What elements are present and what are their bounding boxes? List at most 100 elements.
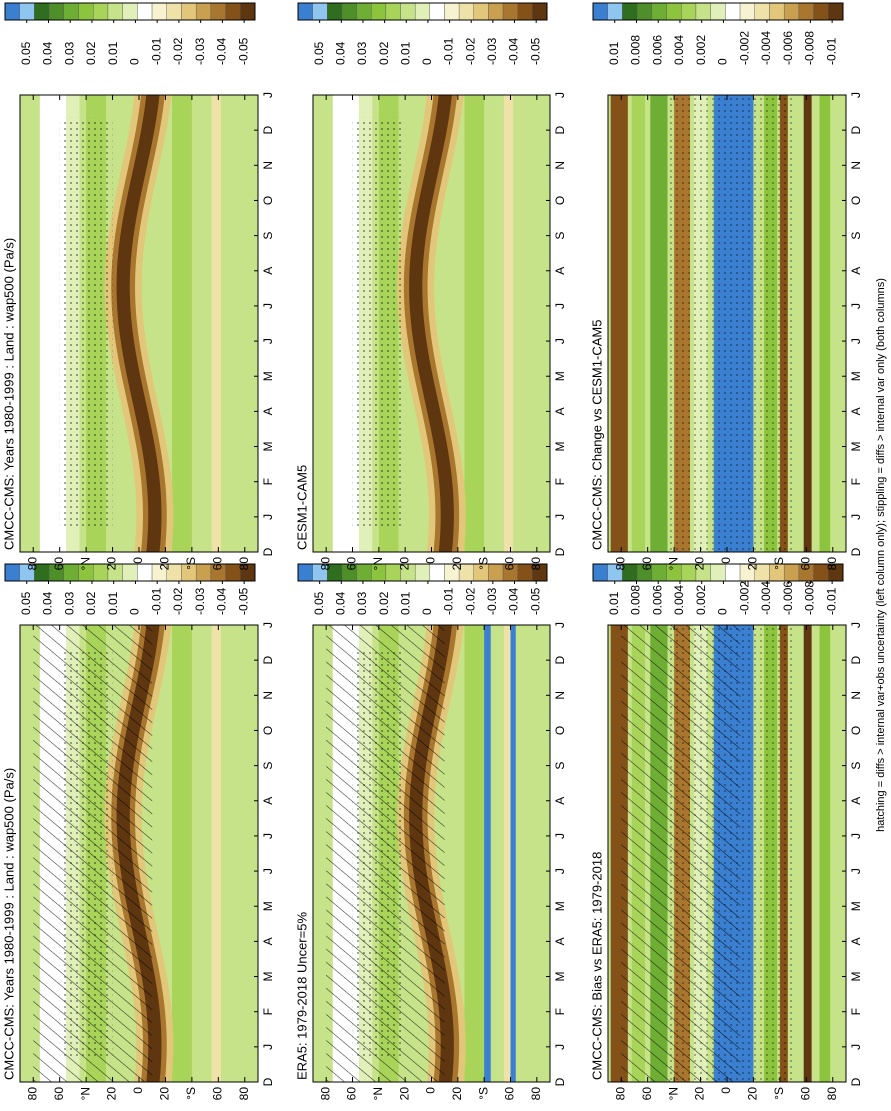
colorbar-label: -0.004	[759, 581, 773, 615]
field-stripe	[211, 95, 221, 552]
colorbar-cell	[122, 563, 138, 582]
hatching	[621, 625, 741, 1082]
colorbar-label: 0.02	[84, 41, 98, 65]
field-stripe	[484, 625, 491, 1082]
x-tick-label: J	[553, 868, 567, 874]
colorbar-cell	[93, 2, 109, 21]
y-tick-label: 0	[719, 1087, 733, 1094]
field	[608, 95, 846, 552]
colorbar-label: 0.03	[355, 591, 369, 615]
x-tick-label: D	[849, 1077, 863, 1086]
x-tick-label: N	[849, 691, 863, 700]
field	[608, 625, 846, 1082]
hatching	[33, 625, 153, 1082]
x-tick-label: J	[261, 92, 275, 98]
colorbar-label: 0.04	[41, 41, 55, 65]
x-tick-label: F	[261, 1008, 275, 1015]
y-tick-label: °N	[371, 557, 385, 570]
x-tick-label: M	[553, 371, 567, 381]
y-tick-label: 60	[799, 1087, 813, 1101]
colorbar-label: 0.04	[333, 41, 347, 65]
colorbar-cell	[444, 2, 460, 21]
colorbar-label: -0.01	[824, 587, 838, 615]
colorbar-label: 0.006	[650, 35, 664, 65]
x-tick-label: N	[849, 161, 863, 170]
y-tick-label: 60	[640, 1087, 654, 1101]
colorbar-cell	[48, 2, 65, 21]
colorbar-label: 0.008	[629, 585, 643, 615]
colorbar-cell	[151, 2, 167, 21]
colorbar-cell	[19, 2, 35, 21]
field-stripe	[464, 95, 485, 552]
colorbar-cell	[651, 2, 667, 21]
x-tick-label: F	[849, 1008, 863, 1015]
colorbar-cell	[813, 2, 829, 21]
x-tick-label: N	[553, 691, 567, 700]
colorbar-cell	[78, 2, 94, 21]
colorbar-label: 0.006	[650, 585, 664, 615]
x-tick-label: M	[261, 442, 275, 452]
panel: CESM1-CAM5 80 60 °N 20 0 20 °S 60 80 D J F M A M J J A S O N D…	[294, 2, 567, 571]
y-tick-label: 60	[345, 1087, 359, 1101]
x-tick-label: A	[849, 797, 863, 805]
x-tick-label: D	[553, 547, 567, 556]
x-tick-label: F	[849, 478, 863, 485]
colorbar-cell	[592, 2, 608, 21]
x-tick-label: S	[261, 232, 275, 240]
colorbar-cell	[681, 2, 697, 21]
y-tick-label: 60	[345, 557, 359, 571]
x-tick-label: A	[849, 267, 863, 275]
y-tick-label: 60	[503, 1087, 517, 1101]
colorbar-cell	[607, 2, 623, 21]
x-tick-label: D	[261, 655, 275, 664]
colorbar-label: -0.01	[824, 37, 838, 65]
x-tick-label: J	[849, 833, 863, 839]
colorbar-cell	[769, 2, 785, 21]
colorbar-cell	[473, 2, 489, 21]
colorbar-label: 0.05	[312, 41, 326, 65]
colorbar-label: 0	[128, 58, 142, 65]
colorbar-label: 0.04	[333, 591, 347, 615]
caption: hatching = diffs > internal var+obs unce…	[875, 278, 887, 832]
x-tick-label: J	[553, 338, 567, 344]
x-tick-label: A	[553, 407, 567, 415]
colorbar-cell	[63, 563, 79, 582]
colorbar-cell	[34, 2, 50, 21]
colorbar-label: -0.03	[193, 37, 207, 65]
field-stripe	[510, 625, 516, 1082]
colorbar-label: 0.002	[694, 585, 708, 615]
colorbar-frame	[297, 2, 548, 21]
colorbar-label: -0.05	[528, 37, 542, 65]
x-tick-label: D	[849, 547, 863, 556]
x-tick-label: J	[553, 833, 567, 839]
colorbar-cell	[356, 2, 372, 21]
x-tick-label: M	[553, 901, 567, 911]
y-tick-label: 20	[450, 1087, 464, 1101]
x-tick-label: N	[553, 161, 567, 170]
y-tick-label: 80	[613, 557, 627, 571]
colorbar-cell	[400, 2, 416, 21]
x-tick-label: J	[553, 1044, 567, 1050]
colorbar-label: 0.05	[312, 591, 326, 615]
x-tick-label: D	[553, 125, 567, 134]
x-tick-label: J	[849, 338, 863, 344]
field-stripe	[610, 95, 628, 552]
colorbar-label: -0.006	[781, 581, 795, 615]
x-tick-label: F	[261, 478, 275, 485]
colorbar-label: -0.05	[528, 587, 542, 615]
stipple	[59, 117, 113, 530]
x-tick-label: M	[849, 442, 863, 452]
x-tick-label: S	[553, 762, 567, 770]
x-tick-label: J	[261, 833, 275, 839]
colorbar-label: -0.05	[236, 587, 250, 615]
x-tick-label: A	[553, 937, 567, 945]
y-tick-label: 20	[693, 557, 707, 571]
y-tick-label: 60	[640, 557, 654, 571]
y-tick-label: 20	[746, 557, 760, 571]
colorbar-label: -0.01	[442, 37, 456, 65]
colorbar-label: -0.002	[737, 31, 751, 65]
field	[20, 625, 258, 1082]
colorbar-label: 0.01	[106, 41, 120, 65]
colorbar-cell	[783, 563, 800, 582]
y-tick-label: °S	[772, 1087, 786, 1100]
